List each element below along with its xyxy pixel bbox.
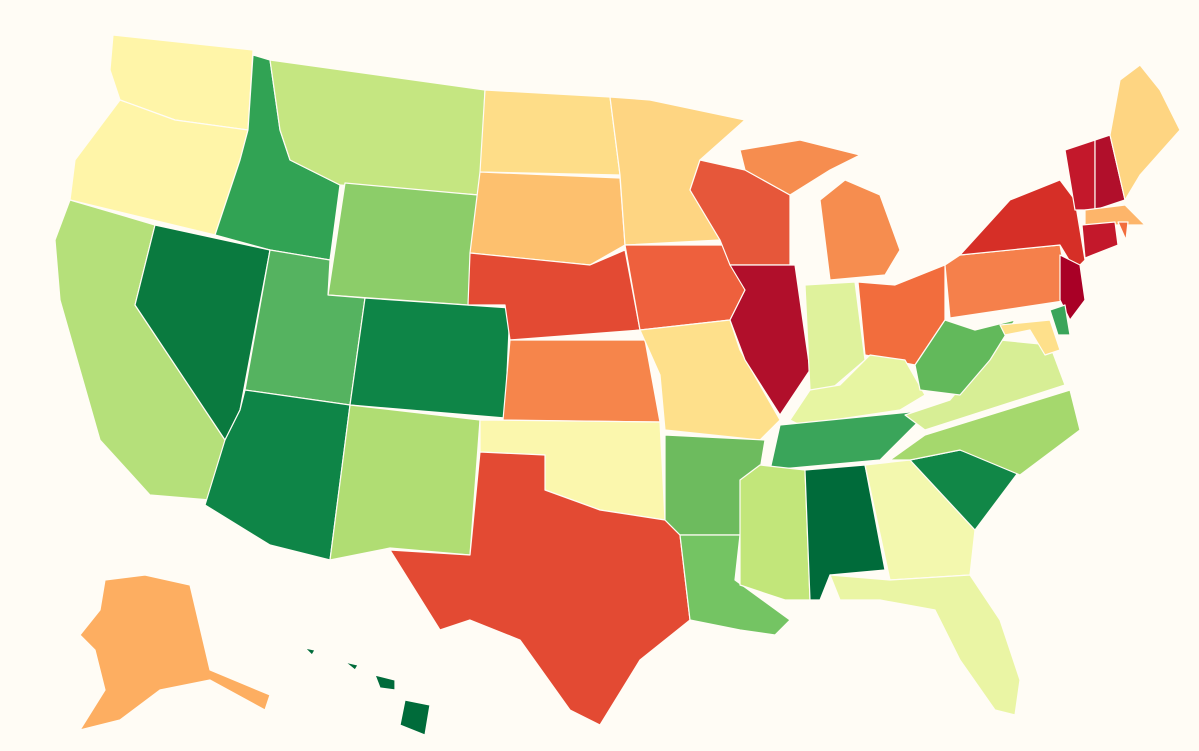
state-region (1081, 221, 1119, 259)
state-region (389, 451, 691, 726)
state-region (739, 139, 861, 196)
state-region (999, 319, 1061, 356)
state-region (349, 297, 511, 419)
state-region (1049, 304, 1071, 336)
state-region (1117, 221, 1129, 241)
state-region (374, 674, 396, 691)
state-region (329, 404, 481, 561)
state-region (1109, 64, 1181, 201)
state-region (399, 699, 431, 736)
state-region (864, 459, 976, 581)
state-region (469, 171, 626, 266)
state-region (889, 389, 1081, 476)
state-region (769, 409, 931, 471)
state-region (467, 249, 641, 341)
state-region (829, 574, 1021, 716)
state-region (502, 339, 661, 423)
state-region (739, 464, 811, 601)
state-region (1059, 254, 1086, 321)
state-region (479, 89, 621, 176)
state-region (304, 647, 316, 656)
state-region (804, 281, 866, 391)
state-region (344, 661, 359, 671)
state-region (1084, 204, 1146, 226)
state-region (327, 182, 479, 306)
state-region (819, 179, 901, 281)
state-region (679, 534, 791, 636)
state-region (959, 179, 1086, 271)
state-region (79, 574, 271, 731)
state-region (914, 319, 1016, 396)
state-region (729, 264, 811, 416)
